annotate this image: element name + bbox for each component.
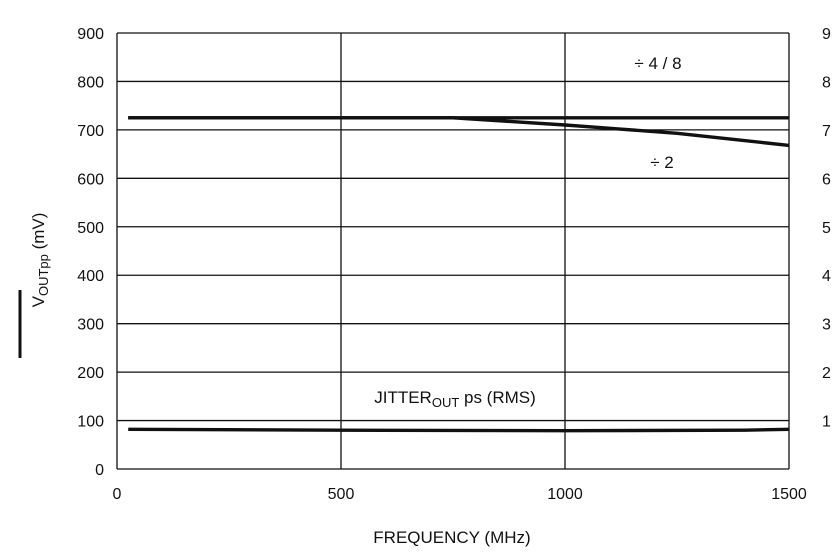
right-tick-label: 5 xyxy=(822,220,831,237)
y-tick-label: 900 xyxy=(77,26,104,43)
div2-annotation: ÷ 2 xyxy=(650,153,674,172)
series-layer xyxy=(128,116,790,433)
x-tick-label: 0 xyxy=(113,486,122,503)
y-axis-label-prefix: V xyxy=(29,295,48,307)
y-tick-label: 500 xyxy=(77,220,104,237)
y-tick-label: 600 xyxy=(77,171,104,188)
jitter-annotation: JITTEROUT ps (RMS) xyxy=(374,388,536,410)
jitter-annotation-prefix: JITTER xyxy=(374,388,432,407)
right-tick-label: 9 xyxy=(822,26,831,43)
right-tick-label: 7 xyxy=(822,123,831,140)
x-axis-label: FREQUENCY (MHz) xyxy=(373,528,530,547)
right-tick-label: 1 xyxy=(822,414,831,431)
series-line xyxy=(128,427,790,433)
series-line xyxy=(128,116,790,148)
y-tick-label: 100 xyxy=(77,414,104,431)
div2-label-bg xyxy=(636,150,686,176)
y-tick-label: 0 xyxy=(95,462,104,479)
right-tick-label: 2 xyxy=(822,365,831,382)
right-tick-label: 6 xyxy=(822,171,831,188)
right-tick-label: 8 xyxy=(822,74,831,91)
y-tick-label: 800 xyxy=(77,74,104,91)
y-tick-label: 400 xyxy=(77,268,104,285)
y-tick-label: 700 xyxy=(77,123,104,140)
right-tick-label: 4 xyxy=(822,268,831,285)
right-tick-label: 3 xyxy=(822,317,831,334)
y-axis-label: VOUTpp (mV) xyxy=(29,213,51,308)
grid-layer xyxy=(116,32,790,470)
jitter-annotation-sub: OUT xyxy=(432,395,460,410)
jitter-annotation-suffix: ps (RMS) xyxy=(459,388,536,407)
div48-label-bg xyxy=(604,50,716,76)
jitter-label-bg xyxy=(346,382,564,412)
y-axis-label-suffix: (mV) xyxy=(29,213,48,255)
y-tick-label: 200 xyxy=(77,365,104,382)
tick-layer: 0 100 200 300 400 500 600 700 800 900 0 500 1000 1500… xyxy=(77,26,831,503)
y-axis-label-sub: OUTpp xyxy=(36,254,51,296)
x-tick-label: 1000 xyxy=(547,486,583,503)
y-tick-label: 300 xyxy=(77,317,104,334)
x-tick-label: 500 xyxy=(328,486,355,503)
x-tick-label: 1500 xyxy=(771,486,807,503)
div48-annotation: ÷ 4 / 8 xyxy=(634,54,681,73)
